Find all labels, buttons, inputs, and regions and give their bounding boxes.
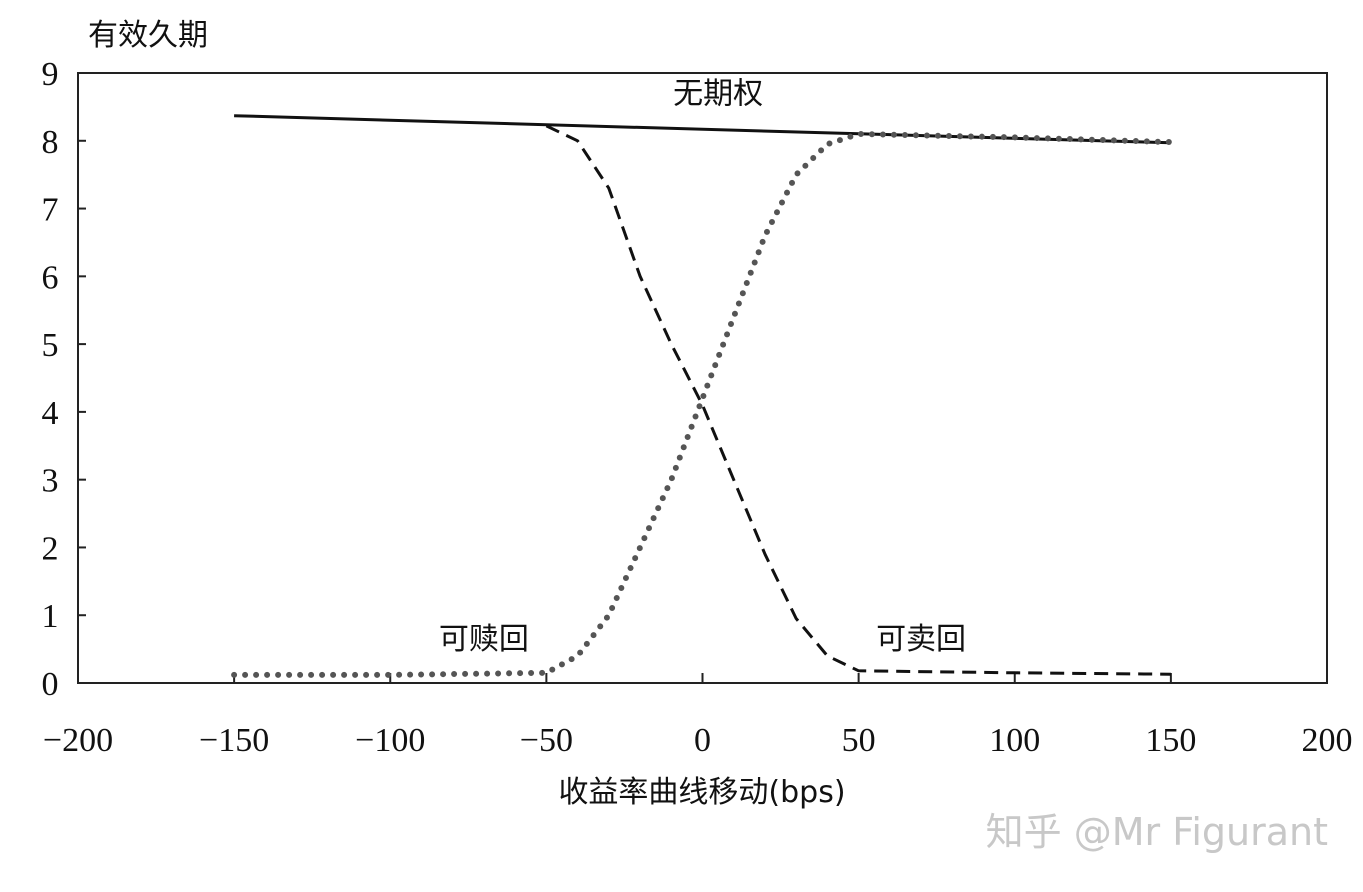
x-tick-label: −100 bbox=[355, 722, 425, 759]
y-tick-label: 1 bbox=[42, 598, 59, 635]
y-tick-label: 3 bbox=[42, 463, 59, 500]
y-tick-label: 7 bbox=[42, 192, 59, 229]
y-tick-label: 2 bbox=[42, 530, 59, 567]
plot-frame bbox=[77, 72, 1328, 684]
series-line-callable bbox=[231, 131, 1174, 678]
y-tick-label: 9 bbox=[42, 56, 59, 93]
y-tick-label: 4 bbox=[42, 395, 59, 432]
x-tick-label: 0 bbox=[694, 722, 711, 759]
x-axis-label: 收益率曲线移动(bps) bbox=[558, 775, 845, 810]
series-line-no-option bbox=[234, 114, 1171, 145]
x-tick-label: 150 bbox=[1145, 722, 1196, 759]
y-tick-label: 6 bbox=[42, 259, 59, 296]
x-tick-label: −150 bbox=[199, 722, 269, 759]
y-tick-label: 8 bbox=[42, 124, 59, 161]
annotation-label: 无期权 bbox=[673, 77, 763, 112]
x-tick-label: 200 bbox=[1302, 722, 1353, 759]
annotation-label: 可赎回 bbox=[439, 622, 529, 657]
x-tick-label: 100 bbox=[989, 722, 1040, 759]
y-axis-label: 有效久期 bbox=[88, 18, 208, 53]
x-tick-label: 50 bbox=[842, 722, 876, 759]
watermark: 知乎 @Mr Figurant bbox=[986, 810, 1328, 854]
annotation-label: 可卖回 bbox=[876, 622, 966, 657]
x-tick-label: −50 bbox=[520, 722, 573, 759]
y-tick-label: 5 bbox=[42, 327, 59, 364]
series-line-putable bbox=[545, 124, 1171, 676]
y-tick-label: 0 bbox=[42, 666, 59, 703]
x-tick-label: −200 bbox=[43, 722, 113, 759]
